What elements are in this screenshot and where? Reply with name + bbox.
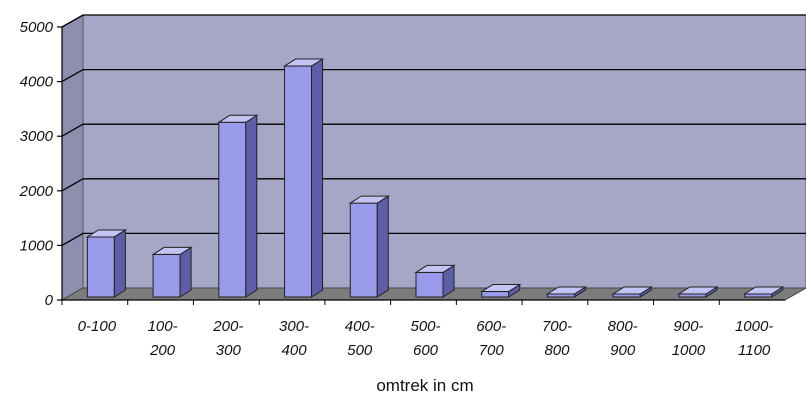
bar-top	[282, 58, 325, 67]
bar-top	[480, 284, 522, 293]
bar	[414, 264, 456, 298]
bar-side	[113, 229, 126, 298]
y-tick-label: 5000	[20, 19, 54, 36]
bar-front	[481, 291, 510, 298]
bar-front	[152, 253, 181, 298]
bar-side	[311, 58, 324, 298]
bar-side	[179, 246, 192, 298]
y-tick-label: 3000	[20, 128, 54, 145]
x-tick-label: 400-500	[345, 318, 375, 359]
bar-top	[414, 264, 456, 273]
gridline	[61, 232, 806, 246]
bar-top	[677, 286, 719, 295]
bar-front	[218, 121, 247, 298]
bar	[545, 286, 588, 298]
bar-front	[349, 202, 378, 298]
y-tick-label: 2000	[19, 183, 54, 200]
x-axis-label: omtrek in cm	[376, 376, 473, 395]
x-tick-label: 300-400	[279, 318, 309, 359]
x-tick-label: 0-100	[78, 318, 117, 335]
bar-top	[151, 246, 193, 255]
gridline	[61, 68, 806, 83]
bar-side	[245, 114, 258, 298]
bar	[282, 58, 325, 298]
bar	[85, 229, 128, 298]
bar-top	[611, 286, 653, 295]
gridline	[61, 14, 806, 28]
gridline	[61, 178, 806, 192]
bar-top	[348, 195, 390, 204]
x-tick-label: 600-700	[476, 318, 506, 359]
x-tick-label: 1000-1100	[735, 318, 773, 359]
bar-side	[376, 195, 389, 298]
x-tick-label: 200-300	[212, 318, 243, 359]
x-tick-label: 500-600	[410, 318, 440, 359]
bar-top	[85, 229, 128, 238]
y-tick-label: 0	[45, 292, 54, 309]
y-axis-ticks: 0 1000 2000 3000 4000 5000	[19, 19, 63, 309]
bar	[217, 114, 259, 298]
gridlines	[61, 14, 806, 246]
bar	[348, 195, 390, 298]
bar	[611, 286, 653, 298]
bar-front	[284, 65, 313, 298]
x-tick-label: 100-200	[148, 318, 178, 359]
y-tick-label: 1000	[20, 237, 54, 254]
bar-front	[86, 236, 115, 298]
x-tick-label: 700-800	[542, 318, 572, 359]
bar-front	[415, 271, 444, 298]
x-tick-label: 800-900	[608, 318, 638, 359]
x-axis-ticks: 0-100 100-200 200-300 300-400 400-500 500-600…	[61, 299, 785, 359]
bar	[480, 283, 522, 298]
bar-top	[742, 286, 785, 295]
bar	[677, 286, 719, 298]
bar	[742, 286, 785, 298]
bar-top	[545, 286, 588, 295]
gridline	[61, 123, 806, 137]
bar-top	[217, 114, 259, 123]
side-wall	[61, 14, 84, 301]
y-tick-label: 4000	[20, 74, 54, 91]
bar	[151, 246, 193, 298]
bars	[85, 58, 785, 298]
x-tick-label: 900-1000	[672, 318, 706, 359]
